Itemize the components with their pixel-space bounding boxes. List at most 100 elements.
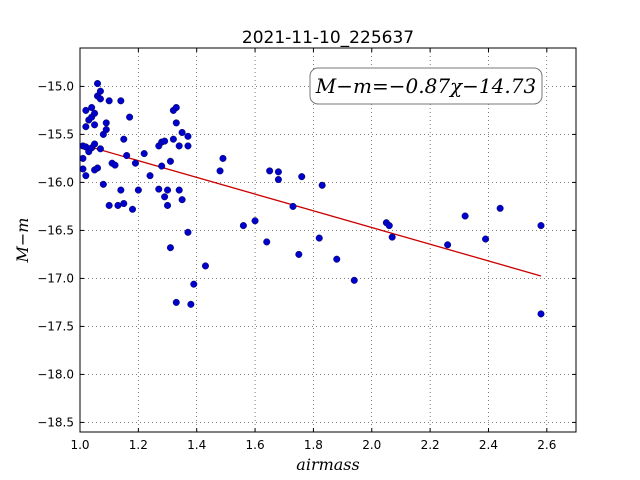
data-point (91, 121, 99, 129)
data-point (172, 119, 180, 127)
data-point (295, 250, 303, 258)
data-point (184, 228, 192, 236)
x-tick-label: 1.6 (246, 438, 265, 452)
data-point (82, 123, 90, 131)
data-point (184, 142, 192, 150)
data-point (266, 167, 274, 175)
data-point (172, 298, 180, 306)
data-point (175, 186, 183, 194)
data-point (274, 176, 282, 184)
data-point (99, 180, 107, 188)
data-points (79, 80, 545, 318)
data-point (315, 234, 323, 242)
axis-ticks: 1.0 1.2 1.4 1.6 1.8 2.0 2.2 2.4 2.6 −15.0 −15.5 −16… (37, 48, 576, 452)
data-point (274, 168, 282, 176)
data-point (126, 113, 134, 121)
x-tick-label: 2.0 (362, 438, 381, 452)
data-point (155, 185, 163, 193)
data-point (161, 137, 169, 145)
data-point (96, 87, 104, 95)
data-point (184, 132, 192, 140)
y-tick-label: −17.5 (37, 319, 74, 333)
data-point (105, 201, 113, 209)
data-point (482, 235, 490, 243)
data-point (158, 162, 166, 170)
data-point (82, 106, 90, 114)
data-point (161, 193, 169, 201)
data-point (91, 140, 99, 148)
data-point (216, 167, 224, 175)
grid (79, 48, 576, 432)
y-tick-label: −18.0 (37, 367, 74, 381)
data-point (94, 80, 102, 88)
y-tick-label: −16.0 (37, 175, 74, 189)
data-point (385, 222, 393, 230)
y-axis-label: M−m (13, 218, 32, 264)
y-tick-label: −15.5 (37, 127, 74, 141)
data-point (169, 135, 177, 143)
y-tick-label: −17.0 (37, 271, 74, 285)
data-point (82, 172, 90, 180)
data-point (140, 150, 148, 158)
data-point (111, 161, 119, 169)
data-point (79, 154, 87, 162)
chart-title: 2021-11-10_225637 (242, 28, 414, 48)
data-point (251, 217, 259, 225)
data-point (318, 181, 326, 189)
data-point (105, 97, 113, 105)
data-point (444, 241, 452, 249)
data-point (102, 126, 110, 134)
data-point (219, 154, 227, 162)
data-point (333, 255, 341, 263)
data-point (164, 186, 172, 194)
x-tick-label: 2.2 (421, 438, 440, 452)
data-point (388, 233, 396, 241)
data-point (461, 212, 469, 220)
x-tick-label: 2.4 (479, 438, 498, 452)
fit-equation-label: M−m=−0.87χ−14.73 (315, 74, 536, 98)
data-point (178, 196, 186, 204)
x-tick-label: 2.6 (537, 438, 556, 452)
fit-legend-box (309, 67, 543, 105)
data-point (123, 152, 131, 160)
x-tick-label: 1.2 (129, 438, 148, 452)
data-point (117, 97, 125, 105)
data-point (263, 238, 271, 246)
data-point (134, 186, 142, 194)
data-point (201, 262, 209, 270)
data-point (164, 201, 172, 209)
data-point (178, 128, 186, 136)
data-point (166, 157, 174, 165)
x-tick-label: 1.0 (70, 438, 89, 452)
y-tick-label: −16.5 (37, 223, 74, 237)
data-point (537, 310, 545, 318)
data-point (114, 201, 122, 209)
data-point (94, 164, 102, 172)
data-point (496, 204, 504, 212)
x-tick-label: 1.8 (304, 438, 323, 452)
data-point (129, 205, 137, 213)
data-point (537, 222, 545, 230)
data-point (117, 186, 125, 194)
data-point (187, 300, 195, 308)
data-point (102, 119, 110, 127)
x-tick-label: 1.4 (187, 438, 206, 452)
data-point (120, 200, 128, 208)
y-tick-label: −15.0 (37, 79, 74, 93)
y-tick-label: −18.5 (37, 415, 74, 429)
data-point (298, 173, 306, 181)
data-point (91, 109, 99, 117)
data-point (166, 244, 174, 252)
x-axis-label: airmass (296, 455, 359, 474)
data-point (350, 276, 358, 284)
data-point (172, 104, 180, 112)
data-point (88, 104, 96, 112)
data-point (96, 95, 104, 103)
data-point (289, 202, 297, 210)
data-point (131, 159, 139, 167)
data-point (79, 165, 87, 173)
data-point (96, 145, 104, 153)
data-point (120, 135, 128, 143)
plot-frame (79, 47, 577, 433)
